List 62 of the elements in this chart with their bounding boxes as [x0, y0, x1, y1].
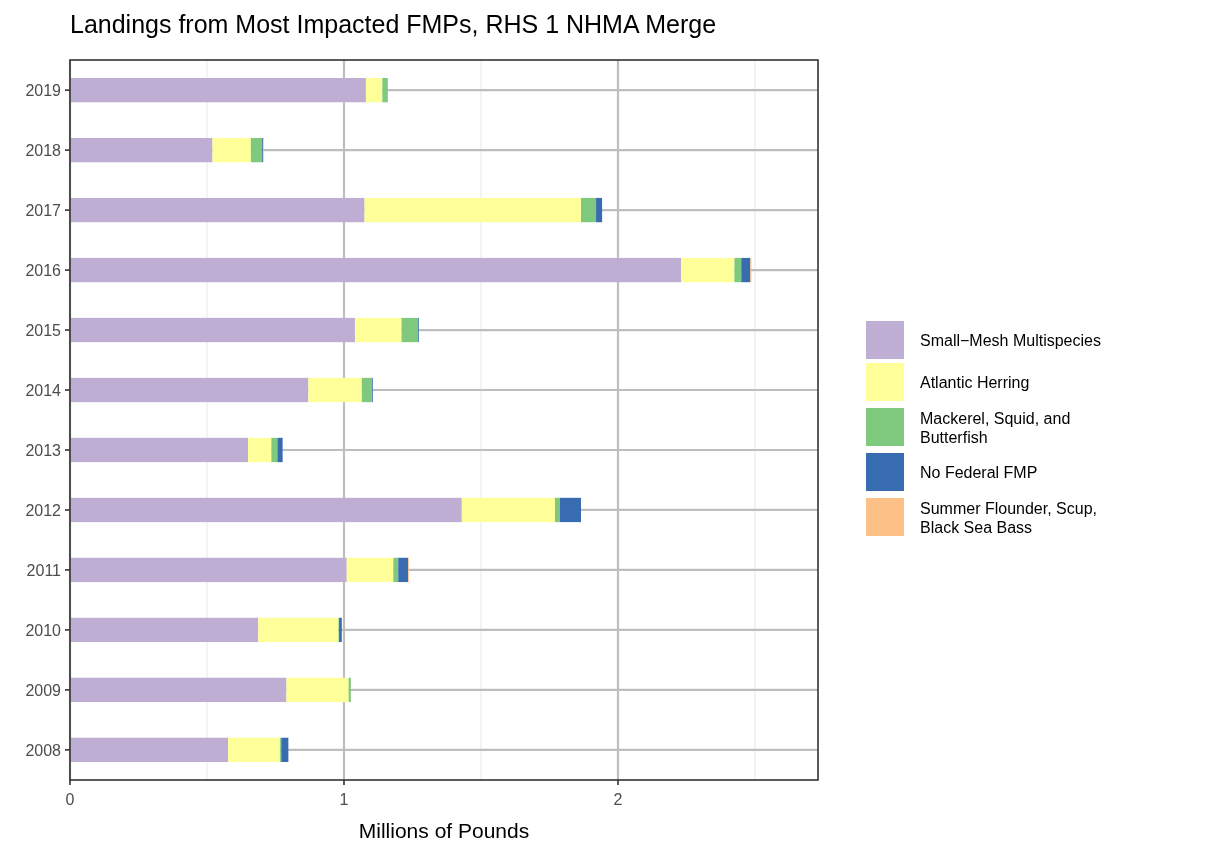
y-tick-label: 2018: [25, 142, 62, 160]
bar: [70, 317, 355, 343]
bar: [212, 137, 251, 163]
bar: [734, 257, 742, 283]
bar: [70, 137, 213, 163]
bar: [70, 557, 347, 583]
chart-title: Landings from Most Impacted FMPs, RHS 1 NHMA Merge: [70, 10, 717, 38]
bar: [346, 557, 394, 583]
bar: [70, 257, 681, 283]
bar: [596, 197, 603, 223]
bar: [70, 617, 259, 643]
legend-label: Small−Mesh Multispecies: [920, 332, 1101, 349]
bar: [393, 557, 399, 583]
bar: [554, 497, 560, 523]
y-tick-label: 2011: [26, 561, 62, 579]
x-axis-title: Millions of Pounds: [358, 819, 530, 842]
bar: [354, 317, 402, 343]
bar: [398, 557, 409, 583]
y-tick-label: 2012: [25, 501, 62, 519]
bar: [271, 437, 278, 463]
x-tick-label: 1: [339, 791, 349, 808]
bar: [70, 497, 462, 523]
bar: [461, 497, 555, 523]
bar: [382, 77, 388, 103]
bar: [348, 677, 351, 703]
bar: [277, 437, 283, 463]
bar: [70, 197, 365, 223]
bar: [559, 497, 581, 523]
bar: [70, 377, 309, 403]
bar: [365, 77, 383, 103]
y-tick-label: 2014: [25, 382, 62, 400]
y-tick-label: 2017: [25, 202, 62, 220]
bar: [286, 677, 349, 703]
bar: [361, 377, 372, 403]
y-tick-label: 2016: [25, 262, 62, 280]
x-tick-label: 2: [613, 791, 623, 808]
bar: [681, 257, 735, 283]
bar: [258, 617, 339, 643]
y-tick-label: 2008: [25, 741, 62, 759]
legend-label: Atlantic Herring: [920, 374, 1030, 391]
bar: [70, 437, 249, 463]
y-tick-label: 2013: [25, 441, 62, 459]
bar: [364, 197, 581, 223]
bar: [70, 737, 229, 763]
y-tick-label: 2010: [25, 621, 62, 639]
bar: [581, 197, 597, 223]
bar: [401, 317, 418, 343]
y-tick-label: 2019: [25, 82, 62, 100]
bar: [70, 677, 287, 703]
legend-label: Mackerel, Squid, and Butterfish: [920, 409, 1071, 446]
legend-label: Summer Flounder, Scup, Black Sea Bass: [920, 499, 1097, 536]
bar: [281, 737, 289, 763]
bar: [308, 377, 362, 403]
legend-label: No Federal FMP: [920, 464, 1038, 481]
bar: [741, 257, 751, 283]
bar: [228, 737, 281, 763]
bar: [248, 437, 272, 463]
bar: [70, 77, 366, 103]
bar: [250, 137, 262, 163]
x-tick-label: 0: [65, 791, 75, 808]
y-tick-label: 2009: [25, 681, 62, 699]
y-tick-label: 2015: [25, 322, 62, 340]
